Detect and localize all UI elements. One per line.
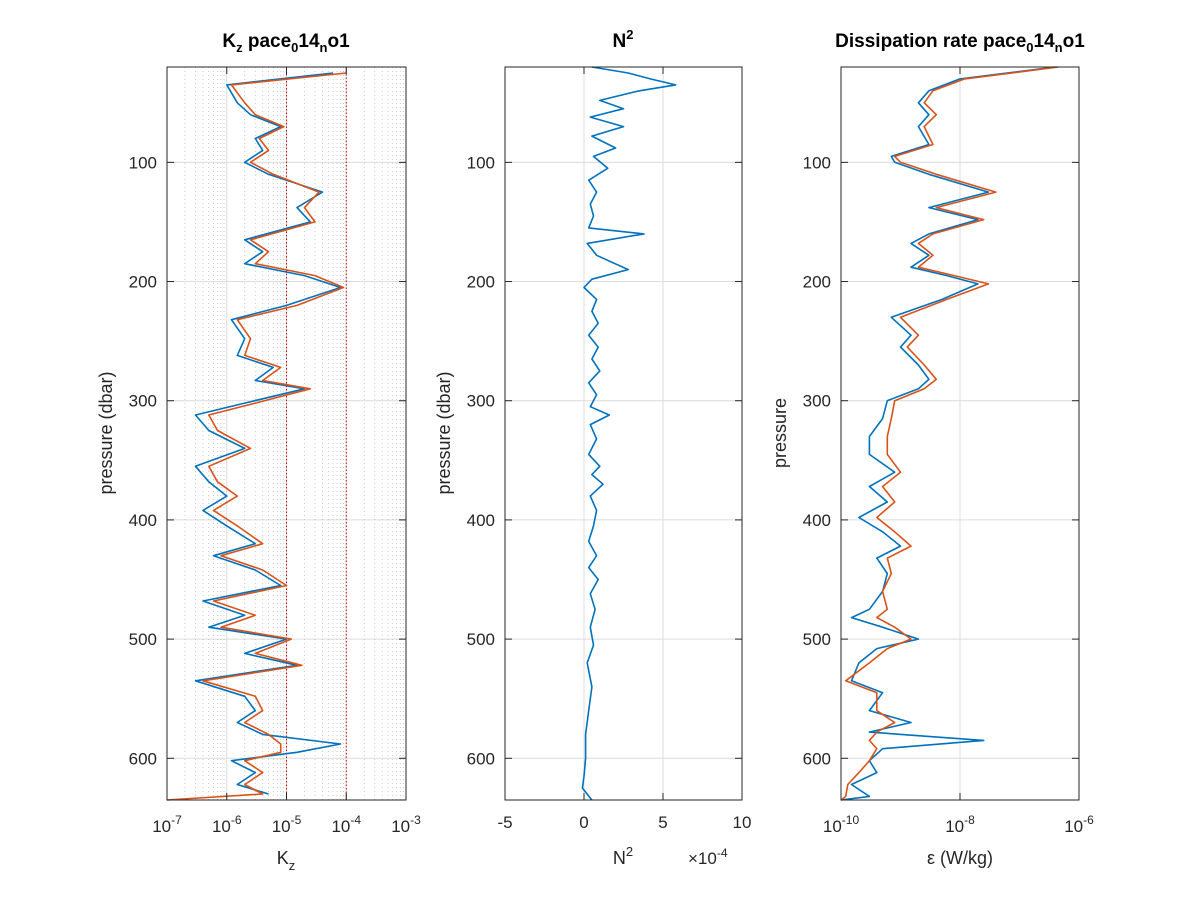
ticks-epsilon: 100 200 300 400 500 600 10-10 10-8 10-6 (803, 67, 1094, 836)
x-tick-label: 10-7 (152, 813, 182, 836)
y-tick-label: 500 (129, 630, 157, 649)
x-tick-label: 0 (579, 813, 588, 832)
y-tick-label: 200 (129, 273, 157, 292)
x-tick-label: 10 (733, 813, 752, 832)
x-tick-label: 10-6 (212, 813, 242, 836)
ticks-n2: 100 200 300 400 500 600 -5 0 5 10 (467, 67, 752, 832)
series-lines-epsilon (840, 66, 1059, 801)
ylabel-kz: pressure (dbar) (96, 371, 116, 494)
x-tick-label: -5 (497, 813, 512, 832)
y-tick-label: 400 (467, 511, 495, 530)
ylabel-n2: pressure (dbar) (434, 371, 454, 494)
y-tick-label: 500 (803, 630, 831, 649)
x-tick-label: 5 (658, 813, 667, 832)
plot-area-n2 (505, 67, 742, 800)
title-n2: N2 (613, 27, 634, 52)
y-tick-label: 200 (467, 273, 495, 292)
series-line-2 (166, 72, 347, 801)
x-tick-label: 10-10 (823, 813, 860, 836)
y-tick-label: 400 (129, 511, 157, 530)
x-tick-label: 10-3 (391, 813, 421, 836)
y-tick-label: 600 (129, 749, 157, 768)
x-tick-label: 10-4 (331, 813, 361, 836)
series-line-1 (840, 66, 1056, 801)
x-multiplier-n2: ×10-4 (688, 846, 728, 868)
panel-kz: 100 200 300 400 500 600 10-7 10-6 10-5 10-4 10-3 K… (96, 31, 421, 873)
y-tick-label: 300 (467, 392, 495, 411)
series-line-2 (840, 66, 1059, 801)
y-tick-label: 100 (129, 153, 157, 172)
xlabel-epsilon: ε (W/kg) (927, 848, 993, 868)
x-tick-label: 10-5 (272, 813, 302, 836)
y-tick-label: 100 (467, 153, 495, 172)
axes-box-n2 (504, 66, 743, 801)
y-tick-label: 100 (803, 153, 831, 172)
xlabel-n2: N2 (613, 844, 633, 868)
title-kz: Kz pace014no1 (222, 31, 350, 55)
xlabel-kz: Kz (277, 848, 296, 873)
title-epsilon: Dissipation rate pace014no1 (835, 31, 1085, 55)
x-tick-label: 10-6 (1064, 813, 1094, 836)
y-tick-label: 300 (129, 392, 157, 411)
y-tick-label: 400 (803, 511, 831, 530)
y-tick-label: 600 (803, 749, 831, 768)
series-lines-kz (166, 72, 347, 801)
y-tick-label: 300 (803, 392, 831, 411)
panel-epsilon: 100 200 300 400 500 600 10-10 10-8 10-6 Dissipat… (770, 31, 1094, 868)
series-lines-n2 (581, 66, 677, 801)
panel-n2: 100 200 300 400 500 600 -5 0 5 10 N2 N2 ×10-4 pre… (434, 27, 751, 868)
x-tick-label: 10-8 (945, 813, 975, 836)
series-line-1 (581, 66, 677, 801)
y-tick-label: 200 (803, 273, 831, 292)
y-tick-label: 500 (467, 630, 495, 649)
y-tick-label: 600 (467, 749, 495, 768)
ylabel-epsilon: pressure (770, 398, 790, 468)
ticks-kz: 100 200 300 400 500 600 10-7 10-6 10-5 10-4 10-3 (129, 67, 421, 836)
